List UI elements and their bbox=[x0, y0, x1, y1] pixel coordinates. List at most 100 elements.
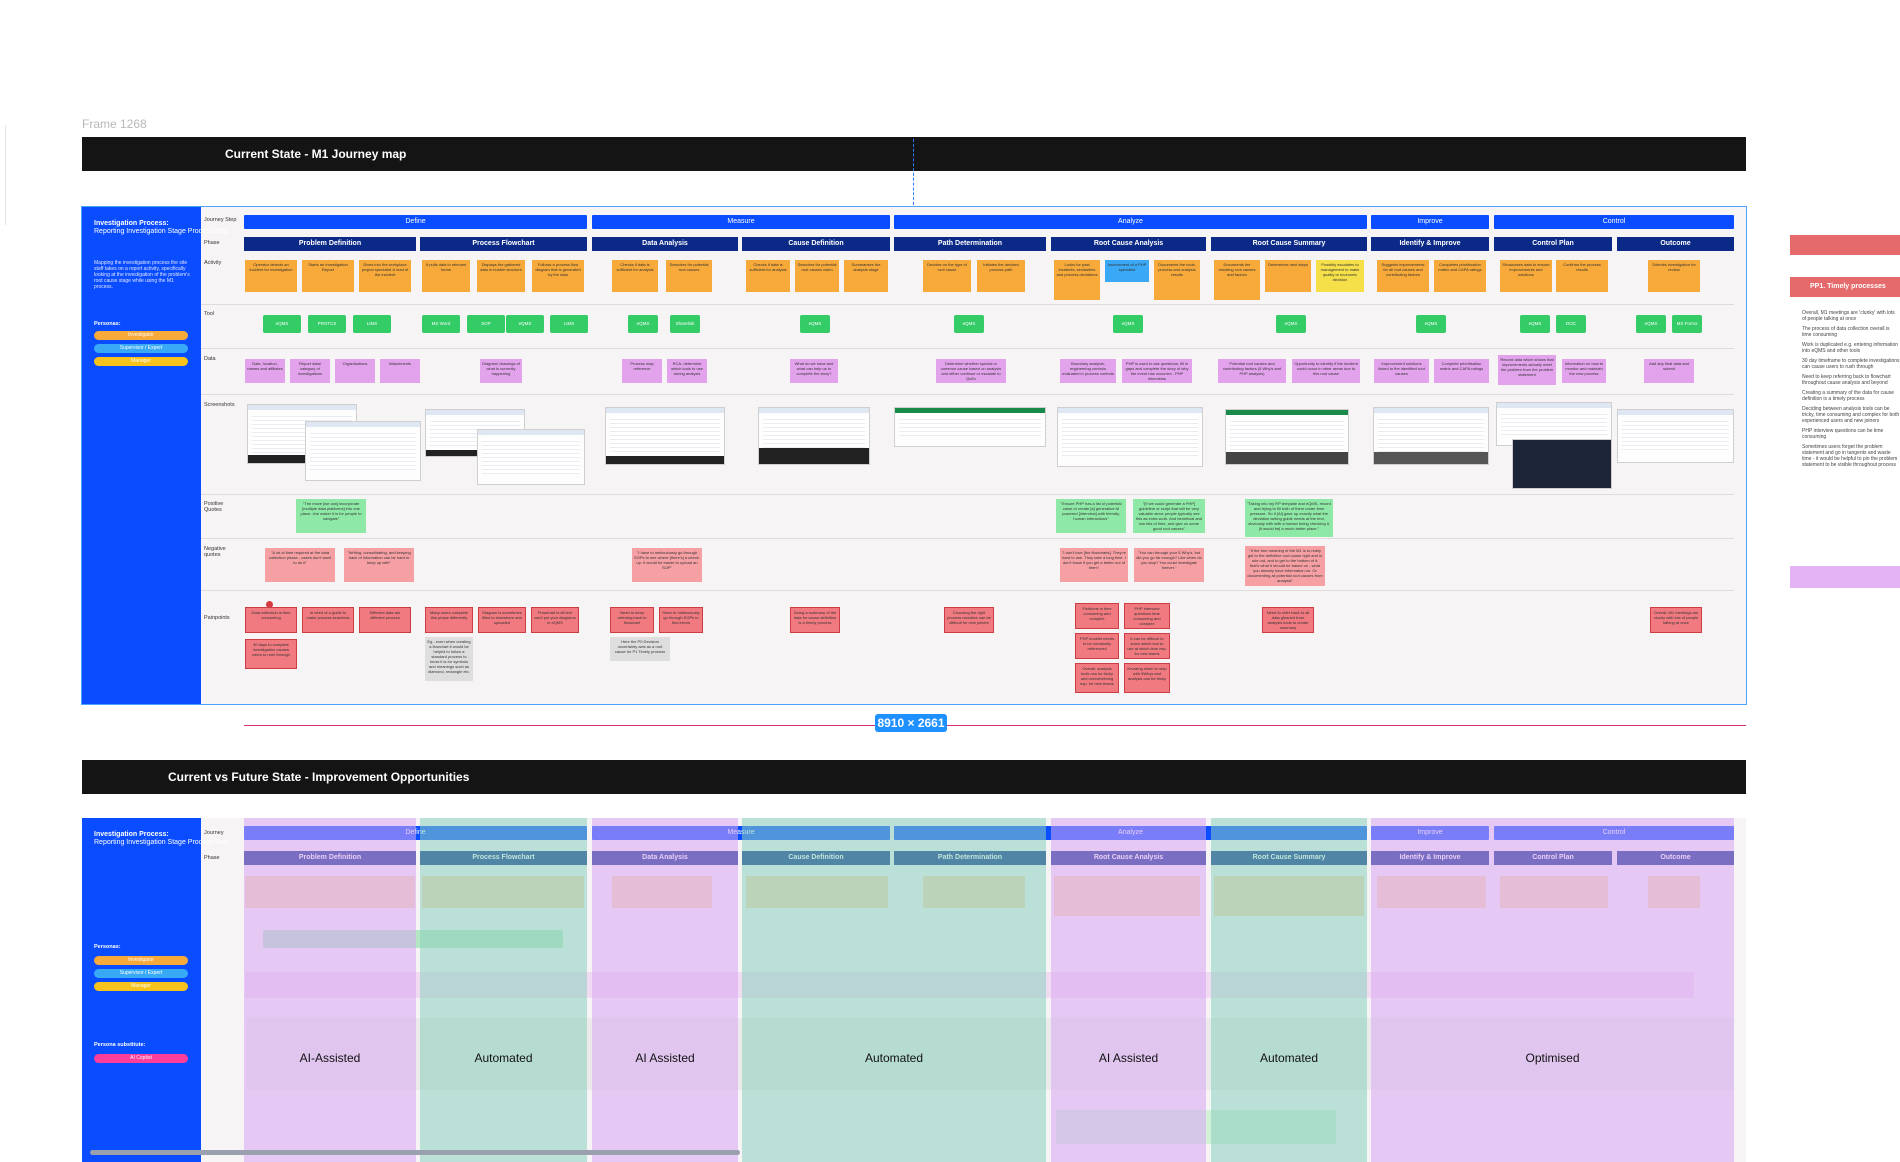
painpoint-note[interactable]: It can be difficult to know which tool t… bbox=[1124, 633, 1170, 659]
journey-step-define[interactable]: Define bbox=[244, 215, 587, 229]
painpoint-note[interactable]: In need of a guide to make process seaml… bbox=[302, 607, 354, 633]
journey-step-measure[interactable]: Measure bbox=[592, 215, 890, 229]
data-note[interactable]: RCA- determine which tools to use during… bbox=[667, 359, 707, 383]
painpoint-note[interactable]: Flowchart is all text can't put your dia… bbox=[531, 607, 579, 633]
activity-note[interactable]: Checks if data is sufficient for analysi… bbox=[612, 260, 658, 292]
painpoint-note[interactable]: PHP interview questions time consuming a… bbox=[1124, 603, 1170, 629]
screenshot-thumbnail[interactable] bbox=[758, 407, 870, 465]
screenshot-thumbnail[interactable] bbox=[1617, 409, 1734, 463]
painpoint-note[interactable]: Knowing when to stop with 5Whys and anal… bbox=[1124, 663, 1170, 693]
painpoint-note[interactable]: Here the P0 Decision uncertainty acts as… bbox=[610, 637, 670, 661]
screenshot-thumbnail[interactable] bbox=[477, 429, 585, 485]
negative-quote[interactable]: "I don't love [the flowcharts]. They're … bbox=[1060, 548, 1128, 582]
painpoint-note[interactable]: Choosing the right process narrative can… bbox=[944, 607, 994, 633]
activity-note[interactable]: Involvement of a PHP specialist bbox=[1105, 260, 1149, 282]
journey-step-control[interactable]: Control bbox=[1494, 215, 1734, 229]
activity-note[interactable]: Summarises the analysis stage bbox=[844, 260, 888, 292]
positive-quote[interactable]: "Ensure PHP has a list of potential valu… bbox=[1056, 499, 1126, 533]
negative-quote[interactable]: "I have to meticulously go through SOPs … bbox=[632, 548, 702, 582]
phase-root-cause-summary[interactable]: Root Cause Summary bbox=[1211, 237, 1367, 251]
data-note[interactable]: Attachments bbox=[380, 359, 420, 383]
screenshot-thumbnail[interactable] bbox=[894, 407, 1046, 447]
phase-outcome[interactable]: Outcome bbox=[1617, 237, 1734, 251]
tool-tag[interactable]: eQMS bbox=[954, 315, 984, 333]
tool-tag[interactable]: LIMS bbox=[550, 315, 588, 333]
data-note[interactable]: Process map reference bbox=[622, 359, 662, 383]
activity-note[interactable]: Possibly escalates to management to make… bbox=[1316, 260, 1364, 292]
tool-tag[interactable]: eQMS bbox=[1113, 315, 1143, 333]
tool-tag[interactable]: MS Forms bbox=[1672, 315, 1702, 333]
data-note[interactable]: Add any final data and submit bbox=[1644, 359, 1694, 383]
positive-quote[interactable]: "Taking into my RP template and eQMS, re… bbox=[1245, 499, 1333, 537]
screenshot-thumbnail[interactable] bbox=[1225, 409, 1349, 465]
data-note[interactable]: Opportunity to identify if the incident … bbox=[1292, 359, 1360, 383]
data-note[interactable]: Improvement solutions linked to the iden… bbox=[1374, 359, 1429, 383]
painpoint-note[interactable]: Eg - even when creating a flowchart it w… bbox=[425, 637, 473, 681]
painpoint-note[interactable]: 30 days to complete investigation causes… bbox=[245, 639, 297, 669]
tool-tag[interactable]: eQMS bbox=[1276, 315, 1306, 333]
journey-map-current[interactable]: Investigation Process: Reporting Investi… bbox=[81, 206, 1747, 705]
painpoint-note[interactable]: Overall, M1 meetings are clunky with lot… bbox=[1650, 607, 1702, 633]
activity-note[interactable]: Determines next steps bbox=[1265, 260, 1311, 292]
painpoint-note[interactable]: Different data are different process bbox=[359, 607, 411, 633]
painpoint-note[interactable]: Diagram is sometimes filled to elsewhere… bbox=[478, 607, 526, 633]
tool-tag[interactable]: eQMS bbox=[628, 315, 658, 333]
activity-note[interactable]: Starts an Investigation Report bbox=[302, 260, 354, 292]
phase-path-determination[interactable]: Path Determination bbox=[894, 237, 1046, 251]
data-note[interactable]: Determine whether special or common caus… bbox=[936, 359, 1006, 383]
data-note[interactable]: Report data/ category of investigations bbox=[290, 359, 330, 383]
phase-process-flowchart[interactable]: Process Flowchart bbox=[420, 237, 587, 251]
activity-note[interactable]: Checks if data is sufficient for analysi… bbox=[746, 260, 790, 292]
tool-tag[interactable]: MS Word bbox=[422, 315, 460, 333]
tool-tag[interactable]: eQMS bbox=[1416, 315, 1446, 333]
tool-tag[interactable]: Sharelink bbox=[670, 315, 700, 333]
data-note[interactable]: Boundary analysis, engineering controls … bbox=[1060, 359, 1116, 383]
tool-tag[interactable]: SOP bbox=[467, 315, 505, 333]
positive-quote[interactable]: "The move [we can] incorporate [multiple… bbox=[296, 499, 366, 533]
screenshot-thumbnail[interactable] bbox=[605, 407, 725, 465]
activity-note[interactable]: Searches for potential root causes bbox=[666, 260, 712, 292]
data-note[interactable]: Date, location, names and affiliates bbox=[245, 359, 285, 383]
screenshot-thumbnail[interactable] bbox=[1057, 407, 1203, 467]
phase-root-cause-analysis[interactable]: Root Cause Analysis bbox=[1051, 237, 1206, 251]
frame-label[interactable]: Frame 1268 bbox=[82, 117, 147, 131]
activity-note[interactable]: Decides on the type of root cause bbox=[923, 260, 971, 292]
painpoint-note[interactable]: Need to refer back to all data gleaned f… bbox=[1262, 607, 1314, 633]
phase-cause-definition[interactable]: Cause Definition bbox=[742, 237, 890, 251]
activity-note[interactable]: Suggests improvements for all root cause… bbox=[1377, 260, 1429, 292]
tool-tag[interactable]: eQMS bbox=[1636, 315, 1666, 333]
data-note[interactable]: Information on how to monitor and mainta… bbox=[1562, 359, 1606, 383]
journey-map-future[interactable]: Investigation Process: Reporting Investi… bbox=[82, 818, 1746, 1162]
painpoint-note[interactable]: Doing a summary of the data for cause de… bbox=[790, 607, 840, 633]
data-note[interactable]: Complete prioritisation matrix and CAPA … bbox=[1434, 359, 1489, 383]
journey-step-improve[interactable]: Improve bbox=[1371, 215, 1489, 229]
activity-note[interactable]: Showcases data to ensure improvements an… bbox=[1500, 260, 1552, 292]
painpoint-note[interactable]: Overall, analysis tools can be tricky an… bbox=[1075, 663, 1119, 693]
painpoint-note[interactable]: Many users complete this phase different… bbox=[425, 607, 473, 633]
activity-note[interactable]: Operator detects an incident for investi… bbox=[245, 260, 297, 292]
negative-quote[interactable]: "You can through your 5 Why's, but did y… bbox=[1134, 548, 1204, 582]
data-note[interactable]: What do we have and what can help us to … bbox=[790, 359, 838, 383]
journey-step-analyze[interactable]: Analyze bbox=[894, 215, 1367, 229]
painpoint-note[interactable]: Data collection is time consuming bbox=[245, 607, 297, 633]
painpoint-note[interactable]: PHP booklet needs to be constantly refer… bbox=[1075, 633, 1119, 659]
tool-tag[interactable]: LIMS bbox=[353, 315, 391, 333]
tool-tag[interactable]: eQMS bbox=[506, 315, 544, 333]
phase-identify-improve[interactable]: Identify & Improve bbox=[1371, 237, 1489, 251]
negative-quote[interactable]: "A lot of time required at the data coll… bbox=[265, 548, 335, 582]
activity-note[interactable]: Looks for past incidents, similarities a… bbox=[1054, 260, 1100, 300]
painpoint-note[interactable]: Need to keep referring back to flowchart bbox=[610, 607, 654, 633]
screenshot-thumbnail[interactable] bbox=[1512, 439, 1612, 489]
activity-note[interactable]: Dives into the workplace project special… bbox=[359, 260, 411, 292]
horizontal-scrollbar[interactable] bbox=[90, 1150, 740, 1155]
data-note[interactable]: Organisations bbox=[335, 359, 375, 383]
data-note[interactable]: Potential root causes and contributing f… bbox=[1218, 359, 1286, 383]
activity-note[interactable]: Initiates the decided process path bbox=[977, 260, 1025, 292]
screenshot-thumbnail[interactable] bbox=[1496, 402, 1612, 446]
data-note[interactable]: Record data which shows that improvement… bbox=[1498, 355, 1556, 385]
painpoint-note[interactable]: Fishbone is time consuming and complex bbox=[1075, 603, 1119, 629]
negative-quote[interactable]: "If the true meaning of the M1 is to rea… bbox=[1245, 546, 1325, 586]
tool-tag[interactable]: eQMS bbox=[800, 315, 830, 333]
activity-note[interactable]: Confirms the process results bbox=[1556, 260, 1608, 292]
phase-control-plan[interactable]: Control Plan bbox=[1494, 237, 1612, 251]
